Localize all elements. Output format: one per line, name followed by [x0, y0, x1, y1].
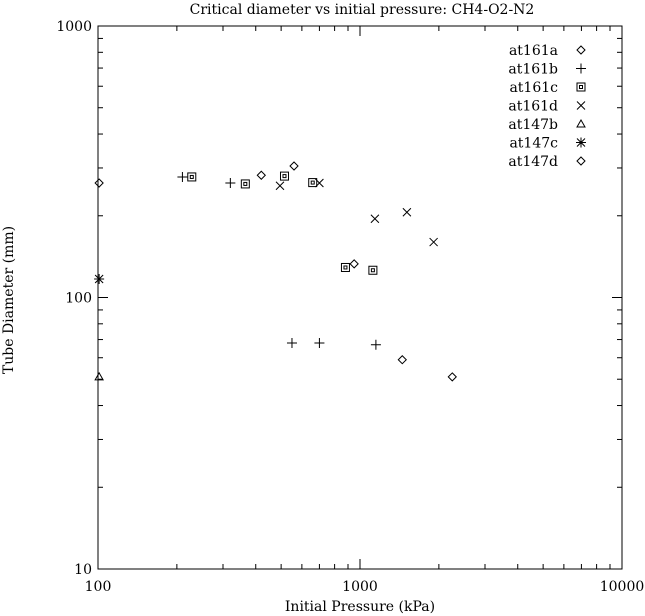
legend-marker	[576, 156, 586, 166]
series-at147d	[94, 178, 104, 188]
data-point	[279, 171, 289, 181]
data-point	[187, 172, 197, 182]
y-tick-label: 100	[65, 291, 92, 307]
x-tick-label: 10000	[600, 579, 645, 595]
data-point	[340, 262, 350, 272]
legend-marker	[576, 137, 586, 148]
legend-marker	[576, 82, 586, 92]
x-axis-label: Initial Pressure (kPa)	[285, 599, 435, 615]
chart-title: Critical diameter vs initial pressure: C…	[190, 2, 535, 18]
data-point	[240, 179, 250, 189]
data-point	[397, 355, 407, 365]
data-points	[94, 161, 457, 382]
series-at161b	[177, 171, 381, 350]
legend-label: at161b	[508, 62, 558, 78]
y-tick-labels: 10 100 1000	[56, 19, 92, 578]
series-at161d	[275, 178, 438, 247]
legend-label: at161a	[509, 43, 558, 59]
data-point	[289, 161, 299, 171]
y-axis-ticks	[98, 25, 622, 570]
data-point	[286, 337, 297, 348]
legend-label: at147d	[508, 154, 558, 170]
data-point	[402, 207, 412, 217]
legend-label: at147c	[509, 136, 558, 152]
data-point	[370, 339, 381, 350]
series-at147b	[94, 371, 104, 381]
series-at161a	[256, 161, 457, 382]
x-tick-labels: 100 1000 10000	[85, 579, 645, 595]
data-point	[368, 265, 378, 275]
x-tick-label: 100	[85, 579, 112, 595]
y-tick-label: 1000	[56, 19, 92, 35]
legend-marker	[576, 118, 586, 128]
legend-marker	[576, 101, 586, 110]
series-at161c	[187, 171, 378, 275]
x-axis-ticks	[97, 26, 623, 569]
legend-marker	[576, 63, 586, 74]
y-axis-label: Tube Diameter (mm)	[1, 226, 17, 374]
data-point	[94, 371, 104, 381]
legend-label: at161c	[509, 80, 558, 96]
data-point	[349, 259, 359, 269]
data-point	[447, 372, 457, 382]
data-point	[429, 237, 438, 247]
x-tick-label: 1000	[342, 579, 378, 595]
legend-label: at147b	[508, 117, 558, 133]
legend: at161a at161b at161c at161d at147b at147c at14…	[508, 43, 586, 170]
legend-label: at161d	[508, 99, 558, 115]
data-point	[225, 178, 236, 189]
data-point	[314, 337, 325, 348]
legend-marker	[576, 45, 586, 55]
y-tick-label: 10	[74, 562, 92, 578]
data-point	[94, 273, 105, 284]
data-point	[308, 178, 318, 188]
data-point	[94, 178, 104, 188]
data-point	[275, 181, 285, 191]
series-at147c	[94, 273, 105, 284]
data-point	[256, 170, 266, 180]
data-point	[370, 214, 380, 224]
data-point	[177, 171, 188, 182]
data-point	[315, 178, 324, 188]
